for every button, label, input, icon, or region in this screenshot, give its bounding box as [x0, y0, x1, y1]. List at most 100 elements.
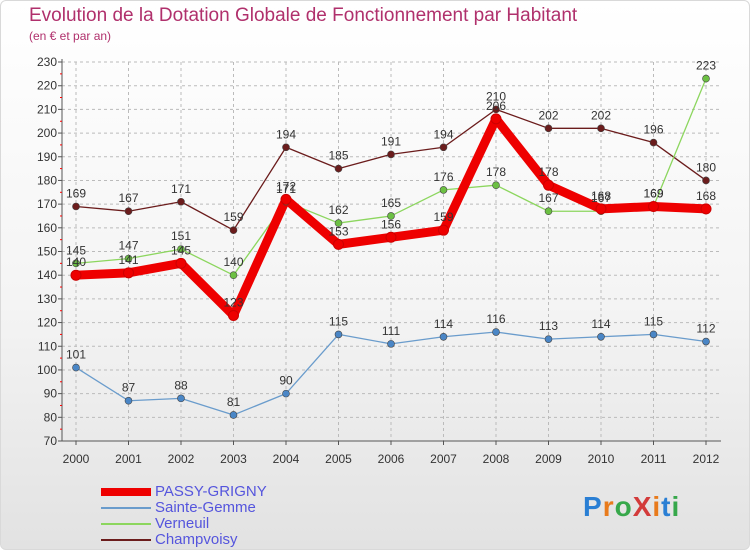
point-champvoisy-2009: [544, 124, 553, 133]
data-label-sainte-gemme-2007: 114: [434, 317, 453, 331]
point-champvoisy-2000: [72, 202, 80, 211]
proxiti-logo: ProXiti: [583, 491, 680, 523]
data-label-sainte-gemme-2000: 101: [66, 348, 86, 362]
data-label-champvoisy-2010: 202: [591, 108, 611, 122]
y-tick-label-180: 180: [37, 173, 57, 187]
point-verneuil-2002: [177, 245, 185, 253]
legend-swatch-champvoisy: [101, 539, 151, 541]
point-verneuil-2001: [124, 254, 133, 263]
point-passy-grigny-2002: [175, 257, 187, 269]
data-label-passy-grigny-2002: 145: [171, 243, 191, 257]
logo-letter: i: [671, 491, 681, 522]
point-champvoisy-2010: [597, 124, 605, 133]
data-label-champvoisy-2012: 180: [696, 160, 716, 174]
data-label-verneuil-2002: 151: [171, 229, 191, 243]
data-label-passy-grigny-2010: 168: [591, 189, 611, 203]
data-label-verneuil-2007: 176: [433, 170, 453, 184]
logo-letter: t: [661, 491, 672, 522]
point-sainte-gemme-2012: [702, 337, 710, 346]
point-sainte-gemme-2005: [334, 330, 343, 339]
y-tick-label-160: 160: [37, 221, 57, 235]
logo-letter: X: [632, 491, 653, 522]
legend-label-champvoisy: Champvoisy: [155, 531, 238, 548]
point-sainte-gemme-2003: [229, 411, 238, 419]
x-tick-label-2000: 2000: [63, 452, 90, 466]
data-label-champvoisy-2003: 159: [223, 210, 243, 224]
x-tick-label-2003: 2003: [220, 452, 247, 466]
point-sainte-gemme-2008: [492, 328, 500, 336]
logo-letter: o: [614, 491, 633, 522]
y-tick-label-110: 110: [38, 339, 57, 353]
point-passy-grigny-2010: [595, 203, 607, 215]
x-tick-label-2002: 2002: [168, 452, 195, 466]
x-tick-label-2001: 2001: [115, 452, 142, 466]
data-label-passy-grigny-2006: 156: [381, 217, 401, 231]
x-tick-label-2006: 2006: [378, 452, 405, 466]
point-verneuil-2009: [544, 207, 553, 216]
data-label-sainte-gemme-2010: 114: [591, 317, 610, 331]
point-passy-grigny-2011: [648, 200, 659, 212]
point-champvoisy-2006: [387, 150, 395, 159]
y-tick-label-190: 190: [37, 150, 57, 164]
data-label-champvoisy-2002: 171: [171, 182, 191, 196]
logo-letter: P: [583, 491, 603, 522]
x-tick-label-2005: 2005: [325, 452, 352, 466]
legend-label-passy-grigny: PASSY-GRIGNY: [155, 483, 267, 500]
point-champvoisy-2005: [334, 164, 343, 173]
x-tick-label-2011: 2011: [641, 452, 667, 466]
y-tick-label-220: 220: [37, 79, 57, 93]
y-tick-label-130: 130: [37, 292, 57, 306]
x-tick-label-2007: 2007: [430, 452, 457, 466]
point-passy-grigny-2005: [333, 238, 344, 250]
data-label-verneuil-2000: 145: [66, 243, 86, 257]
data-label-verneuil-2009: 167: [538, 191, 558, 205]
point-verneuil-2012: [702, 74, 710, 83]
point-passy-grigny-2006: [385, 231, 397, 243]
point-champvoisy-2007: [439, 143, 448, 152]
data-label-passy-grigny-2000: 140: [66, 255, 86, 269]
data-label-verneuil-2012: 223: [696, 59, 716, 73]
data-label-passy-grigny-2011: 169: [643, 186, 663, 200]
point-sainte-gemme-2001: [124, 396, 133, 405]
x-tick-label-2009: 2009: [535, 452, 562, 466]
point-passy-grigny-2007: [438, 224, 449, 236]
point-passy-grigny-2009: [543, 179, 554, 191]
y-tick-label-90: 90: [44, 387, 58, 401]
point-sainte-gemme-2007: [439, 332, 448, 341]
point-verneuil-2008: [492, 181, 500, 189]
point-sainte-gemme-2000: [72, 363, 80, 372]
point-champvoisy-2003: [229, 226, 238, 234]
data-label-sainte-gemme-2001: 87: [122, 381, 136, 395]
data-label-champvoisy-2011: 196: [643, 123, 663, 137]
y-tick-label-230: 230: [37, 55, 57, 69]
data-label-champvoisy-2008: 210: [486, 89, 506, 103]
data-points: [70, 74, 712, 419]
data-labels: 169 167 171 159 194 185 191 194 210 202 202 196 180 1…: [66, 59, 716, 409]
data-label-passy-grigny-2009: 178: [538, 165, 558, 179]
data-label-sainte-gemme-2006: 111: [382, 324, 401, 338]
data-label-champvoisy-2000: 169: [66, 186, 86, 200]
point-champvoisy-2012: [702, 176, 710, 185]
point-verneuil-2003: [229, 271, 238, 279]
point-sainte-gemme-2006: [387, 340, 395, 348]
data-label-sainte-gemme-2011: 115: [644, 314, 663, 328]
data-label-verneuil-2003: 140: [223, 255, 243, 269]
x-tick-label-2008: 2008: [483, 452, 510, 466]
point-verneuil-2000: [72, 259, 80, 268]
point-verneuil-2007: [439, 186, 448, 194]
point-sainte-gemme-2002: [177, 394, 185, 403]
y-tick-label-80: 80: [44, 410, 58, 424]
y-tick-label-70: 70: [44, 434, 58, 448]
point-passy-grigny-2004: [280, 193, 292, 205]
data-label-champvoisy-2005: 185: [328, 149, 348, 163]
point-verneuil-2006: [387, 212, 395, 220]
data-label-passy-grigny-2005: 153: [328, 224, 348, 238]
y-tick-label-200: 200: [37, 126, 57, 140]
data-label-passy-grigny-2008: 206: [486, 99, 506, 113]
data-label-verneuil-2005: 162: [328, 203, 348, 217]
data-label-verneuil-2006: 165: [381, 196, 401, 210]
data-label-champvoisy-2006: 191: [381, 134, 401, 148]
data-label-passy-grigny-2007: 159: [433, 210, 453, 224]
point-champvoisy-2008: [492, 105, 500, 114]
legend-label-sainte-gemme: Sainte-Gemme: [155, 499, 256, 516]
